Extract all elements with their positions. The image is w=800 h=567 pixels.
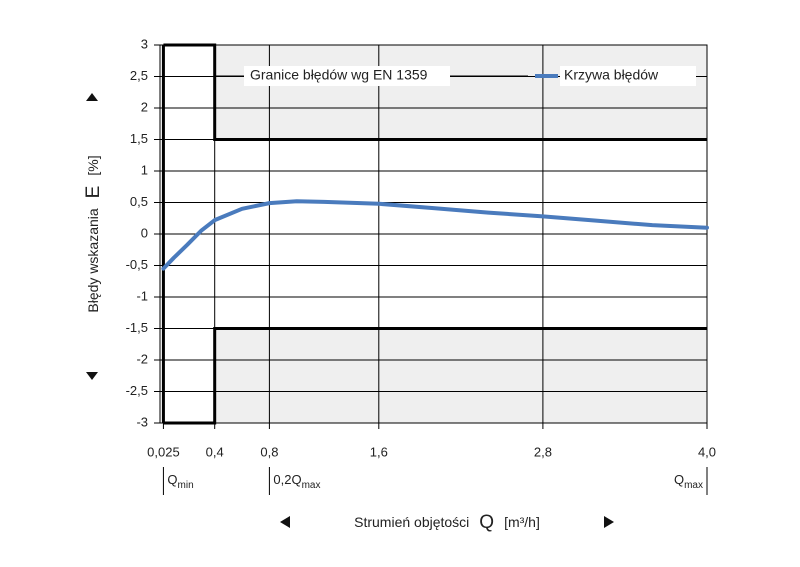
- y-label-symbol: E: [83, 186, 104, 199]
- shade-upper: [163, 45, 707, 140]
- legend-label: Krzywa błędów: [564, 67, 659, 83]
- x-label-symbol: Q: [479, 512, 494, 533]
- y-label-text: Błędy wskazania: [85, 208, 101, 312]
- y-tick-label: 3: [141, 36, 148, 51]
- x-label-text: Strumień objętości: [354, 514, 469, 530]
- y-tick-label: -2,5: [126, 383, 148, 398]
- y-tick-label: 2: [141, 99, 148, 114]
- y-axis-label: Błędy wskazania E [%]: [83, 155, 104, 312]
- annotation-sub: min: [178, 480, 194, 491]
- shade-lower: [163, 328, 707, 423]
- arrow-right: [604, 516, 614, 528]
- annotation-sub: max: [684, 480, 703, 491]
- annotation-text: 0,2Q: [273, 472, 301, 487]
- arrow-left: [280, 516, 290, 528]
- legend-label: Granice błędów wg EN 1359: [250, 67, 428, 83]
- x-tick-label: 0,8: [260, 444, 278, 459]
- legend-bg: [560, 66, 696, 86]
- x-tick-label: 2,8: [534, 444, 552, 459]
- annotation: Qmin: [167, 472, 193, 490]
- y-tick-label: 1: [141, 162, 148, 177]
- annotation-text: Q: [167, 472, 177, 487]
- y-tick-label: 1,5: [130, 131, 148, 146]
- limit-line: [163, 327, 707, 425]
- error-curve: [161, 199, 709, 271]
- y-tick-label: 2,5: [130, 68, 148, 83]
- y-label-unit: [%]: [85, 155, 101, 175]
- legend-bg: [244, 66, 450, 86]
- x-tick-label: 1,6: [370, 444, 388, 459]
- y-tick-label: -1: [136, 288, 148, 303]
- y-tick-label: 0: [141, 225, 148, 240]
- y-tick-label: 0,5: [130, 194, 148, 209]
- x-tick-label: 4,0: [698, 444, 716, 459]
- x-tick-label: 0,4: [206, 444, 224, 459]
- arrow-up: [86, 93, 98, 101]
- annotation: 0,2Qmax: [273, 472, 320, 490]
- plot-frame: [159, 44, 708, 424]
- x-tick-label: 0,025: [147, 444, 180, 459]
- arrow-down: [86, 372, 98, 380]
- limit-line: [163, 43, 707, 141]
- y-tick-label: -3: [136, 414, 148, 429]
- y-tick-label: -1,5: [126, 320, 148, 335]
- x-axis-label: Strumień objętości Q [m³/h]: [354, 512, 540, 533]
- annotation: Qmax: [674, 472, 703, 490]
- y-tick-label: -2: [136, 351, 148, 366]
- y-tick-label: -0,5: [126, 257, 148, 272]
- x-label-unit: [m³/h]: [504, 514, 540, 530]
- annotation-text: Q: [674, 472, 684, 487]
- annotation-sub: max: [302, 480, 321, 491]
